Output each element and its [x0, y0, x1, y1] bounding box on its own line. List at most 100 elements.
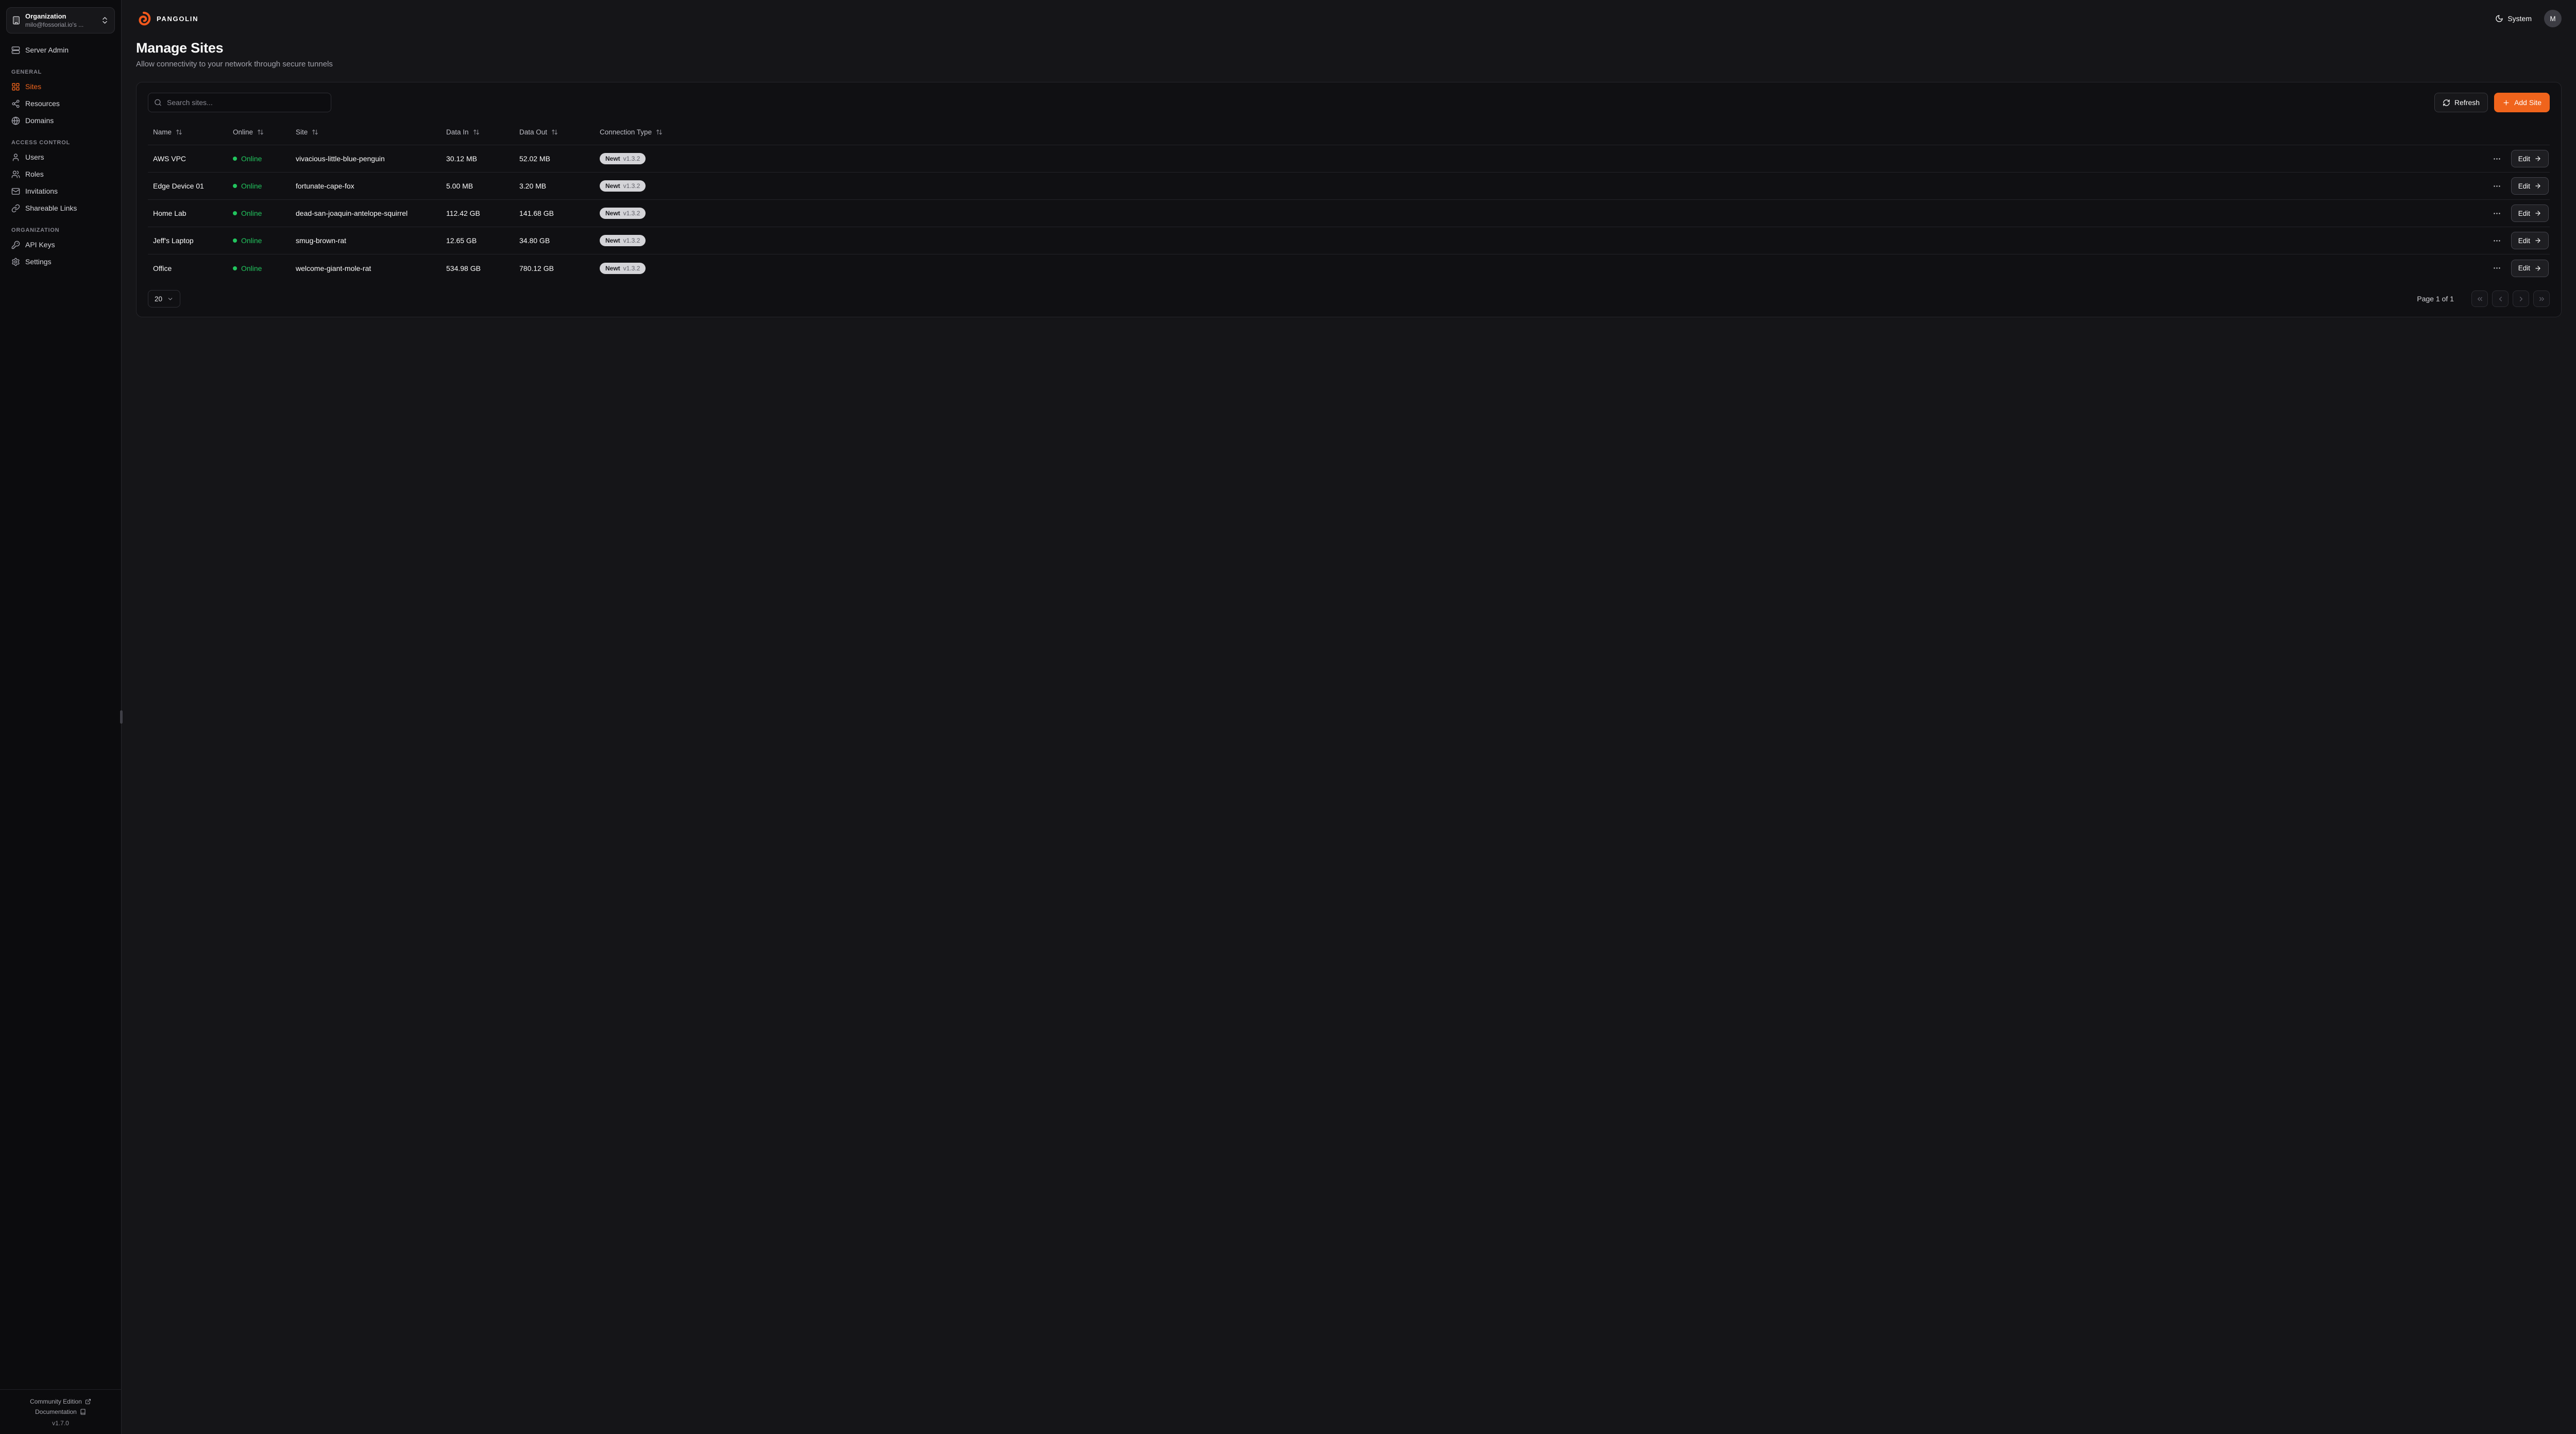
- edit-button[interactable]: Edit: [2511, 259, 2549, 277]
- community-edition-link[interactable]: Community Edition: [5, 1396, 116, 1407]
- add-site-button[interactable]: Add Site: [2494, 93, 2550, 112]
- sidebar-item-label: Settings: [25, 258, 52, 266]
- row-menu-button[interactable]: [2490, 262, 2503, 275]
- book-icon: [80, 1409, 86, 1415]
- column-header-name[interactable]: Name: [148, 128, 228, 136]
- column-header-online[interactable]: Online: [228, 128, 291, 136]
- sidebar-item-label: Sites: [25, 82, 42, 91]
- chevrons-up-down-icon: [100, 16, 109, 25]
- sort-icon: [312, 129, 318, 135]
- sidebar-item-sites[interactable]: Sites: [6, 78, 115, 95]
- sidebar-item-roles[interactable]: Roles: [6, 166, 115, 183]
- connection-type-cell: Newt v1.3.2: [595, 262, 716, 274]
- moon-icon: [2495, 14, 2503, 23]
- main-area: PANGOLIN System M Manage Sites Allow con…: [122, 0, 2576, 1434]
- sidebar-item-label: API Keys: [25, 241, 55, 249]
- online-dot: [233, 211, 237, 215]
- org-switcher[interactable]: Organization milo@fossorial.io's ...: [6, 7, 115, 33]
- sidebar-item-resources[interactable]: Resources: [6, 95, 115, 112]
- ellipsis-icon: [2493, 155, 2501, 163]
- refresh-icon: [2443, 99, 2450, 107]
- refresh-button[interactable]: Refresh: [2434, 93, 2488, 112]
- site-slug-cell: smug-brown-rat: [296, 236, 347, 245]
- key-icon: [11, 241, 20, 249]
- edit-button[interactable]: Edit: [2511, 232, 2549, 249]
- documentation-link[interactable]: Documentation: [5, 1407, 116, 1417]
- sort-icon: [257, 129, 264, 135]
- row-actions: Edit: [716, 177, 2550, 195]
- online-dot: [233, 238, 237, 243]
- site-slug-cell: welcome-giant-mole-rat: [296, 264, 371, 272]
- status-label: Online: [241, 264, 262, 272]
- sidebar-item-shareable-links[interactable]: Shareable Links: [6, 200, 115, 217]
- sidebar-resize-handle[interactable]: [120, 710, 123, 724]
- sidebar-footer: Community Edition Documentation v1.7.0: [0, 1389, 121, 1434]
- data-out-cell: 52.02 MB: [519, 155, 550, 163]
- sidebar-item-settings[interactable]: Settings: [6, 253, 115, 270]
- theme-toggle[interactable]: System: [2495, 14, 2532, 23]
- edit-button[interactable]: Edit: [2511, 177, 2549, 195]
- connection-type-badge: Newt v1.3.2: [600, 180, 646, 192]
- status-label: Online: [241, 155, 262, 163]
- user-avatar[interactable]: M: [2544, 10, 2562, 27]
- row-menu-button[interactable]: [2490, 152, 2503, 165]
- column-header-data-out[interactable]: Data Out: [514, 128, 595, 136]
- site-name-cell: Edge Device 01: [153, 182, 204, 190]
- sort-icon: [176, 129, 182, 135]
- chevron-down-icon: [167, 296, 174, 302]
- column-header-connection-type[interactable]: Connection Type: [595, 128, 716, 136]
- site-name-cell: Home Lab: [153, 209, 187, 217]
- sidebar-item-label: Users: [25, 153, 44, 162]
- sites-table: Name Online Site Data In: [148, 120, 2550, 282]
- online-dot: [233, 184, 237, 188]
- sidebar-item-invitations[interactable]: Invitations: [6, 183, 115, 200]
- row-menu-button[interactable]: [2490, 234, 2503, 247]
- theme-label: System: [2507, 14, 2532, 23]
- table-row: AWS VPC Online vivacious-little-blue-pen…: [148, 145, 2550, 173]
- external-link-icon: [85, 1398, 91, 1405]
- sidebar-item-server-admin[interactable]: Server Admin: [6, 42, 115, 59]
- online-dot: [233, 266, 237, 270]
- brand: PANGOLIN: [136, 11, 198, 26]
- connection-type-badge: Newt v1.3.2: [600, 153, 646, 164]
- last-page-button[interactable]: [2533, 291, 2550, 307]
- status-cell: Online: [228, 155, 291, 163]
- search-input[interactable]: [148, 93, 331, 112]
- edit-button[interactable]: Edit: [2511, 204, 2549, 222]
- sidebar-item-api-keys[interactable]: API Keys: [6, 236, 115, 253]
- first-page-button[interactable]: [2471, 291, 2488, 307]
- sidebar-item-domains[interactable]: Domains: [6, 112, 115, 129]
- row-menu-button[interactable]: [2490, 207, 2503, 220]
- table-row: Home Lab Online dead-san-joaquin-antelop…: [148, 200, 2550, 227]
- sites-card: Refresh Add Site Name Online: [136, 82, 2562, 317]
- page-content: Manage Sites Allow connectivity to your …: [122, 37, 2576, 338]
- column-header-site[interactable]: Site: [291, 128, 441, 136]
- site-slug-cell: fortunate-cape-fox: [296, 182, 354, 190]
- row-menu-button[interactable]: [2490, 180, 2503, 193]
- sidebar-item-users[interactable]: Users: [6, 149, 115, 166]
- ellipsis-icon: [2493, 264, 2501, 272]
- connection-type-cell: Newt v1.3.2: [595, 235, 716, 246]
- row-actions: Edit: [716, 259, 2550, 277]
- site-slug-cell: dead-san-joaquin-antelope-squirrel: [296, 209, 408, 217]
- row-actions: Edit: [716, 150, 2550, 167]
- connection-type-cell: Newt v1.3.2: [595, 208, 716, 219]
- column-header-data-in[interactable]: Data In: [441, 128, 514, 136]
- arrow-right-icon: [2534, 182, 2541, 190]
- table-row: Jeff's Laptop Online smug-brown-rat 12.6…: [148, 227, 2550, 254]
- prev-page-button[interactable]: [2492, 291, 2509, 307]
- page-size-select[interactable]: 20: [148, 290, 181, 308]
- table-footer: 20 Page 1 of 1: [148, 290, 2550, 308]
- site-name-cell: AWS VPC: [153, 155, 187, 163]
- data-in-cell: 30.12 MB: [446, 155, 477, 163]
- pagination: Page 1 of 1: [2417, 291, 2550, 307]
- edit-button[interactable]: Edit: [2511, 150, 2549, 167]
- section-label-organization: ORGANIZATION: [11, 227, 60, 233]
- connection-type-cell: Newt v1.3.2: [595, 153, 716, 164]
- next-page-button[interactable]: [2513, 291, 2529, 307]
- table-header-row: Name Online Site Data In: [148, 120, 2550, 145]
- table-row: Office Online welcome-giant-mole-rat 534…: [148, 254, 2550, 282]
- row-actions: Edit: [716, 204, 2550, 222]
- connection-type-badge: Newt v1.3.2: [600, 208, 646, 219]
- data-in-cell: 12.65 GB: [446, 236, 477, 245]
